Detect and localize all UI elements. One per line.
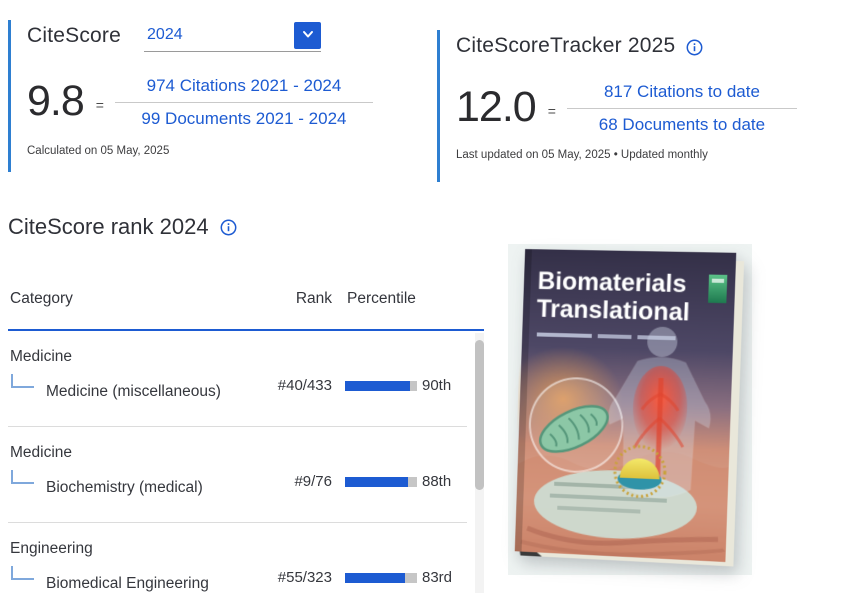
journal-cover-image: Biomaterials Translational <box>502 247 748 573</box>
tracker-info-button[interactable] <box>686 39 703 56</box>
column-header-percentile: Percentile <box>347 290 416 307</box>
percentile-label: 83rd <box>422 569 453 586</box>
column-header-category: Category <box>10 290 73 307</box>
citescore-card: CiteScore 2024 9.8 = 974 Citations 2021 … <box>8 16 406 172</box>
tree-branch-icon <box>11 566 34 580</box>
percentile-label: 90th <box>422 377 452 394</box>
cover-title-line1: Biomaterials <box>537 268 687 298</box>
citations-to-date-link[interactable]: 817 Citations to date <box>603 82 760 101</box>
percentile-bar-fill <box>345 381 410 391</box>
tree-branch-icon <box>11 374 34 388</box>
child-category: Biomedical Engineering <box>46 575 209 592</box>
parent-category: Engineering <box>10 540 93 557</box>
tree-branch-icon <box>11 470 34 484</box>
documents-to-date-link[interactable]: 68 Documents to date <box>598 115 766 134</box>
rank-info-button[interactable] <box>220 219 237 236</box>
journal-cover-panel: Biomaterials Translational <box>502 244 752 575</box>
table-row: Engineering Biomedical Engineering #55/3… <box>8 523 467 593</box>
column-header-rank: Rank <box>295 290 332 307</box>
year-dropdown-value: 2024 <box>147 26 183 43</box>
rank-section-head: CiteScore rank 2024 <box>8 214 237 240</box>
citescore-title: CiteScore <box>27 24 122 47</box>
parent-category: Medicine <box>10 444 73 461</box>
parent-category: Medicine <box>10 348 73 365</box>
fraction-divider <box>114 102 373 103</box>
child-category: Biochemistry (medical) <box>46 479 203 496</box>
percentile-bar <box>345 573 417 583</box>
scrollbar-thumb[interactable] <box>475 340 484 490</box>
percentile-bar-fill <box>345 477 409 487</box>
info-icon <box>686 39 703 59</box>
rank-title: CiteScore rank 2024 <box>8 214 209 239</box>
chevron-down-icon <box>301 27 315 44</box>
tracker-card: CiteScoreTracker 2025 12.0 = 817 Citatio… <box>437 26 797 182</box>
cover-title-line2: Translational <box>536 296 690 327</box>
citations-link[interactable]: 974 Citations 2021 - 2024 <box>146 76 342 95</box>
rank-table: Category Rank Percentile Medicine Medici… <box>8 286 484 593</box>
table-row: Medicine Biochemistry (medical) #9/76 88… <box>8 427 467 523</box>
rank-value: #40/433 <box>277 377 332 394</box>
child-category: Medicine (miscellaneous) <box>46 383 221 400</box>
rank-table-header: Category Rank Percentile <box>8 286 484 329</box>
citescore-fraction: 974 Citations 2021 - 2024 99 Documents 2… <box>114 74 373 131</box>
table-row: Medicine Medicine (miscellaneous) #40/43… <box>8 331 467 427</box>
tracker-footnote: Last updated on 05 May, 2025 • Updated m… <box>456 149 708 161</box>
fraction-divider <box>566 108 797 109</box>
year-dropdown[interactable]: 2024 <box>144 22 322 52</box>
tracker-title: CiteScoreTracker 2025 <box>456 34 676 57</box>
equals-sign: = <box>547 102 556 119</box>
info-icon <box>220 219 237 239</box>
tracker-fraction: 817 Citations to date 68 Documents to da… <box>566 80 797 137</box>
year-dropdown-button[interactable] <box>294 22 322 49</box>
citescore-value: 9.8 <box>27 77 85 125</box>
accent-bar <box>437 30 440 182</box>
percentile-label: 88th <box>422 473 452 490</box>
scrollbar-track[interactable] <box>475 333 484 593</box>
rank-table-scroll-area[interactable]: Medicine Medicine (miscellaneous) #40/43… <box>8 331 484 593</box>
publisher-logo <box>708 274 728 304</box>
percentile-bar <box>345 477 417 487</box>
equals-sign: = <box>95 96 104 113</box>
citescore-footnote: Calculated on 05 May, 2025 <box>27 145 170 157</box>
header-rule <box>8 329 484 331</box>
rank-value: #9/76 <box>294 473 332 490</box>
percentile-bar <box>345 381 417 391</box>
tracker-value: 12.0 <box>456 83 537 131</box>
rank-value: #55/323 <box>277 569 332 586</box>
accent-bar <box>8 20 11 172</box>
documents-link[interactable]: 99 Documents 2021 - 2024 <box>141 109 347 128</box>
percentile-bar-fill <box>345 573 405 583</box>
